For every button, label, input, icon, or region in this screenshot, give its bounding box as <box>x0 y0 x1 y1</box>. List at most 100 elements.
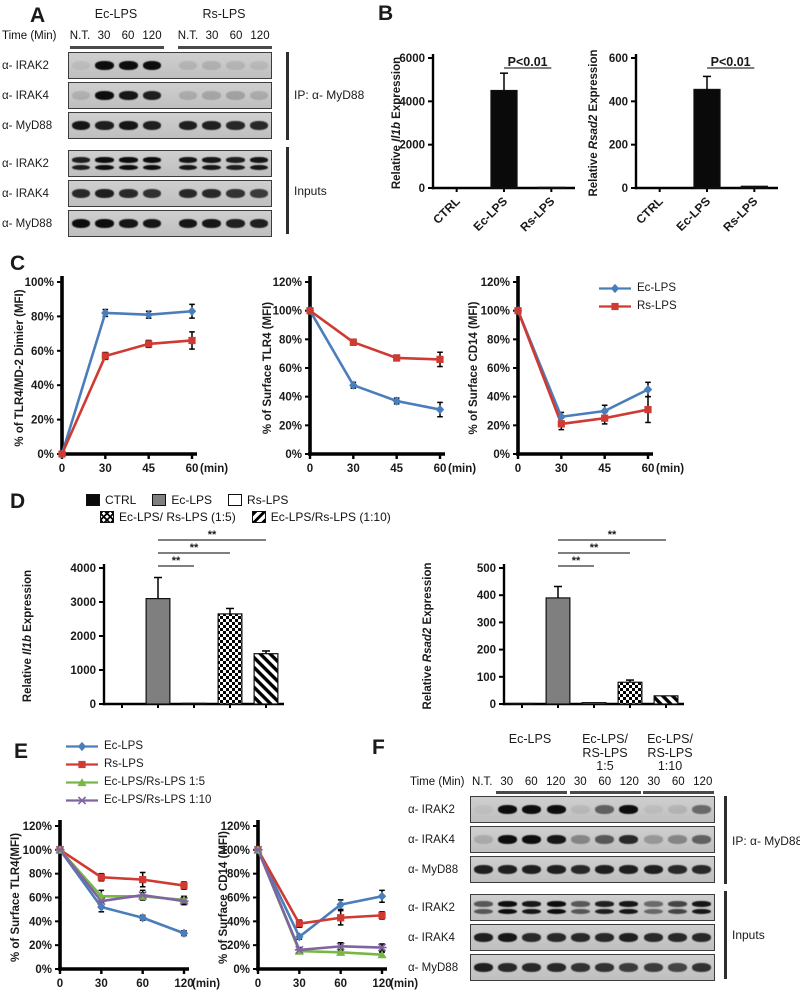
blot-band <box>142 164 162 170</box>
ip-bracket-label: IP: α- MyD88 <box>294 88 365 102</box>
svg-text:**: ** <box>590 542 599 554</box>
blot-row-label: α- IRAK2 <box>408 803 455 816</box>
panel-f-group-mix-1-10: Ec-LPS/RS-LPS 1:10 <box>647 732 693 773</box>
svg-text:4000: 4000 <box>399 96 425 108</box>
svg-text:2000: 2000 <box>70 631 96 643</box>
blot-band <box>249 91 269 100</box>
ip-bracket-label: IP: α- MyD88 <box>732 834 800 848</box>
svg-text:20%: 20% <box>227 940 250 952</box>
svg-text:% of TLR4/MD-2 Dimier (MFI): % of TLR4/MD-2 Dimier (MFI) <box>14 289 26 446</box>
blot-band <box>226 121 245 130</box>
svg-text:500: 500 <box>477 563 496 575</box>
svg-text:45: 45 <box>142 463 155 475</box>
blot-band <box>692 901 712 907</box>
svg-text:Ec-LPS: Ec-LPS <box>674 194 714 234</box>
svg-text:200: 200 <box>609 140 628 152</box>
blot-box <box>68 180 272 207</box>
inputs-bracket-label: Inputs <box>294 184 327 198</box>
svg-text:(min): (min) <box>200 463 228 475</box>
blot-band <box>668 805 687 814</box>
blot-band <box>178 91 198 100</box>
blot-band <box>668 908 687 914</box>
svg-text:(min): (min) <box>448 463 476 475</box>
chart-il1b-expression: Relative Il1b Expression 0 2000 4000 6000 CTR… <box>385 16 587 253</box>
panel-f-time-label: Time (Min) <box>410 776 465 788</box>
svg-text:120: 120 <box>372 978 391 990</box>
ip-bracket <box>286 52 289 140</box>
blot-band <box>119 189 138 198</box>
legend-item: Ec-LPS <box>597 279 677 297</box>
blot-band <box>202 157 221 163</box>
lane-underline <box>496 791 567 794</box>
svg-text:Ec-LPS: Ec-LPS <box>471 194 511 234</box>
svg-text:100%: 100% <box>273 306 302 318</box>
chart-surface-cd14: % of Surface CD14 (MFI) 0% 20% 40% 60% 80% 100… <box>462 266 752 493</box>
panel-f-label: F <box>372 736 385 759</box>
svg-text:200: 200 <box>477 645 496 657</box>
svg-text:**: ** <box>190 542 199 554</box>
blot-band <box>595 835 615 844</box>
panel-c-label: C <box>10 252 26 275</box>
svg-text:0: 0 <box>59 463 65 475</box>
blot-band <box>226 91 245 100</box>
blot-box <box>68 52 272 79</box>
svg-text:Relative Rsad2 Expression: Relative Rsad2 Expression <box>422 562 434 709</box>
lane-label: 120 <box>250 30 270 42</box>
svg-text:P<0.01: P<0.01 <box>508 55 548 69</box>
blot-band <box>643 805 663 814</box>
blot-band <box>570 933 590 942</box>
blot-band <box>522 865 542 874</box>
svg-text:Relative Rsad2 Expression: Relative Rsad2 Expression <box>588 49 600 196</box>
svg-text:20%: 20% <box>31 415 54 427</box>
blot-band <box>71 219 91 228</box>
blot-box <box>470 954 715 981</box>
blot-band <box>202 164 221 170</box>
blot-row-label: α- IRAK2 <box>2 157 49 170</box>
blot-band <box>95 121 114 130</box>
chart-surface-tlr4-mix: % of Surface TLR4(MFI) 0% 20% 40% 60% 80% 100%… <box>4 816 226 1004</box>
svg-text:60: 60 <box>642 463 655 475</box>
lane-underline <box>178 46 272 49</box>
blot-row: α- MyD88 <box>2 112 272 139</box>
svg-text:60%: 60% <box>227 893 250 905</box>
blot-band <box>692 933 712 942</box>
svg-text:100%: 100% <box>23 845 52 857</box>
blot-band <box>643 865 663 874</box>
blot-band <box>142 121 162 130</box>
blot-band <box>619 908 639 914</box>
blot-band <box>595 963 615 972</box>
blot-band <box>643 835 663 844</box>
lane-label: 30 <box>205 30 219 42</box>
svg-text:60: 60 <box>136 978 149 990</box>
lane-underline <box>70 46 164 49</box>
blot-row-label: α- IRAK4 <box>2 187 49 200</box>
lane-underline <box>643 791 714 794</box>
blot-band <box>226 61 245 70</box>
svg-text:80%: 80% <box>279 334 302 346</box>
svg-text:Relative Il1b Expression: Relative Il1b Expression <box>22 570 34 702</box>
blot-row: α- IRAK4 <box>408 924 715 951</box>
blot-band <box>692 963 712 972</box>
lane-label: 60 <box>671 776 685 788</box>
panel-a-label: A <box>30 4 46 27</box>
blot-band <box>249 189 269 198</box>
svg-text:0: 0 <box>255 978 261 990</box>
legend-item: Ec-LPS/Rs-LPS 1:5 <box>64 773 211 791</box>
lane-label: 30 <box>573 776 587 788</box>
legend-item: Ec-LPS/Rs-LPS 1:10 <box>64 791 211 809</box>
svg-text:60: 60 <box>186 463 199 475</box>
blot-box <box>68 210 272 237</box>
svg-text:80%: 80% <box>31 311 54 323</box>
blot-band <box>619 805 639 814</box>
svg-text:100%: 100% <box>481 306 510 318</box>
svg-text:(min): (min) <box>390 978 418 990</box>
svg-text:40%: 40% <box>31 380 54 392</box>
blot-box <box>470 826 715 853</box>
blot-band <box>473 835 493 844</box>
blot-band <box>692 805 712 814</box>
svg-text:45: 45 <box>598 463 611 475</box>
blot-band <box>595 805 615 814</box>
svg-text:30: 30 <box>293 978 306 990</box>
blot-band <box>119 61 138 70</box>
blot-row: α- IRAK2 <box>2 150 272 177</box>
